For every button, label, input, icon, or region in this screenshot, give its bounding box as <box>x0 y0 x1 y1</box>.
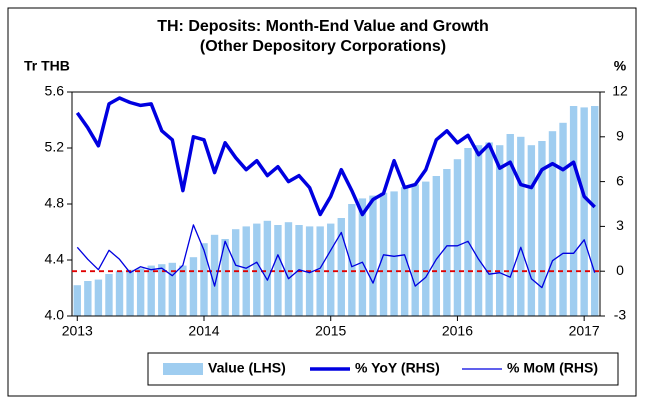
legend-label: % MoM (RHS) <box>507 360 598 376</box>
y2-tick-label: 12 <box>612 83 628 99</box>
line <box>76 224 596 289</box>
x-tick-label: 2017 <box>569 323 600 339</box>
bar <box>189 257 198 316</box>
bar <box>348 204 356 316</box>
x-tick-label: 2013 <box>62 323 93 339</box>
bar <box>453 159 462 316</box>
bar <box>274 225 282 316</box>
bar <box>179 265 187 316</box>
bar <box>422 181 430 316</box>
legend-swatch <box>163 363 203 375</box>
chart-subtitle: (Other Depository Corporations) <box>200 38 446 55</box>
legend-label: Value (LHS) <box>208 360 286 376</box>
y2-tick-label: 9 <box>616 128 624 144</box>
bar <box>168 262 177 316</box>
y2-axis-label: % <box>614 58 627 74</box>
y-tick-label: 4.8 <box>45 195 65 211</box>
y-tick-label: 5.2 <box>45 139 65 155</box>
bar <box>327 223 335 316</box>
chart-title: TH: Deposits: Month-End Value and Growth <box>157 18 489 35</box>
bar <box>105 274 113 316</box>
bar <box>253 223 261 316</box>
bar <box>84 281 92 316</box>
bar <box>369 195 377 316</box>
y-tick-label: 5.6 <box>45 83 65 99</box>
bar <box>485 142 493 316</box>
bar <box>284 222 293 316</box>
bar <box>358 198 367 316</box>
y2-tick-label: 3 <box>616 217 624 233</box>
line <box>75 96 596 217</box>
bar <box>126 269 134 316</box>
bar <box>517 136 525 316</box>
bar <box>495 145 504 316</box>
bar <box>591 106 599 316</box>
y-tick-label: 4.0 <box>45 307 65 323</box>
bar <box>443 169 451 316</box>
y2-tick-label: 6 <box>616 172 624 188</box>
bar <box>548 131 557 316</box>
bar <box>474 145 483 316</box>
bar <box>527 145 536 316</box>
bar <box>200 243 208 316</box>
bar <box>432 176 441 316</box>
bar <box>316 226 324 316</box>
bar <box>147 265 155 316</box>
bar <box>464 148 472 316</box>
bar <box>136 268 145 316</box>
bar <box>411 184 419 316</box>
bar <box>569 106 578 316</box>
bar <box>115 271 124 316</box>
y-tick-label: 4.4 <box>45 251 65 267</box>
bar <box>231 229 240 316</box>
bar <box>73 285 81 316</box>
bar <box>580 107 588 317</box>
bar <box>390 191 398 316</box>
x-tick-label: 2014 <box>188 323 219 339</box>
bar <box>263 220 272 316</box>
bar <box>506 134 514 316</box>
y2-tick-label: 0 <box>616 262 624 278</box>
legend-box <box>147 352 619 386</box>
y-axis-label: Tr THB <box>24 58 70 74</box>
x-tick-label: 2015 <box>315 323 346 339</box>
bar <box>538 141 546 316</box>
bar <box>210 234 219 316</box>
bar <box>158 264 166 316</box>
bar <box>94 279 103 316</box>
y2-tick-label: -3 <box>614 307 627 323</box>
bar <box>559 122 567 316</box>
bar <box>400 187 409 316</box>
x-tick-label: 2016 <box>442 323 473 339</box>
bar <box>221 239 229 316</box>
bar <box>337 218 345 316</box>
legend-label: % YoY (RHS) <box>355 360 440 376</box>
